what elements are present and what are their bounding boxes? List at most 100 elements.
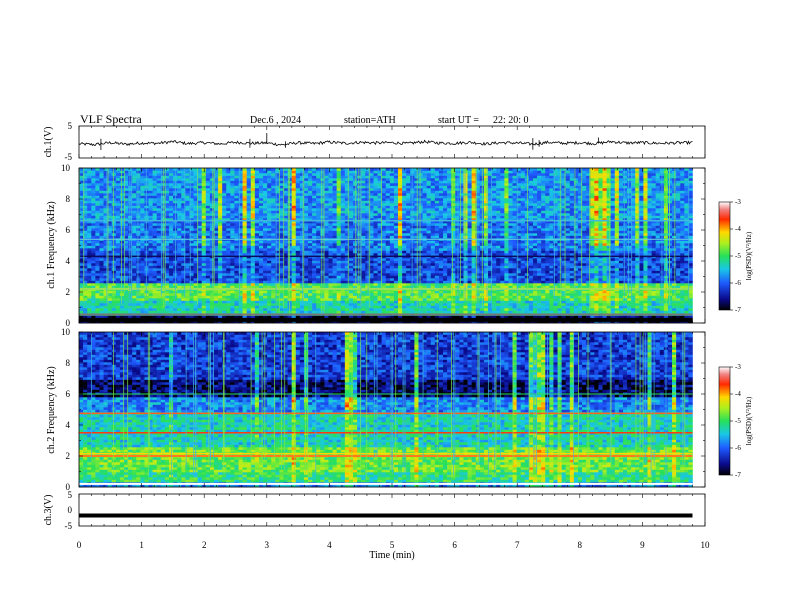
spectrogram-cell (586, 305, 591, 309)
spectrogram-cell (541, 270, 546, 274)
spectrogram-cell (267, 273, 272, 276)
spectrogram-cell (328, 245, 333, 249)
spectrogram-cell (426, 268, 432, 271)
spectrogram-cell (140, 315, 145, 319)
spectrogram-cell (213, 263, 219, 266)
spectrogram-cell (532, 270, 538, 274)
spectrogram-cell (111, 260, 117, 264)
spectrogram-cell (586, 298, 591, 301)
spectrogram-cell (316, 268, 321, 271)
spectrogram-cell (541, 280, 546, 284)
spectrogram-cell (602, 275, 607, 279)
spectrogram-cell (353, 278, 358, 281)
spectrogram-cell (119, 240, 125, 244)
spectrogram-cell (328, 260, 333, 264)
spectrogram-cell (582, 298, 587, 301)
spectrogram-cell (406, 295, 411, 299)
spectrogram-cell (123, 280, 129, 284)
spectrogram-cell (324, 285, 329, 289)
spectrogram-cell (463, 310, 468, 314)
spectrogram-cell (524, 315, 530, 319)
spectrogram-cell (586, 285, 591, 289)
spectrogram-cell (688, 308, 693, 311)
spectrogram-cell (213, 243, 219, 246)
spectrogram-cell (242, 300, 247, 304)
spectrogram-cell (234, 275, 239, 279)
spectrogram-cell (152, 283, 158, 286)
spectrogram-cell (483, 243, 489, 246)
spectrogram-cell (312, 308, 317, 311)
spectrogram-cell (512, 298, 517, 301)
spectrogram-cell (438, 295, 444, 299)
spectrogram-cell (205, 258, 211, 261)
spectrogram-cell (177, 243, 182, 246)
spectrogram-cell (132, 303, 137, 306)
spectrogram-cell (430, 285, 436, 289)
spectrogram-cell (389, 263, 395, 266)
spectrogram-cell (107, 258, 113, 261)
spectrogram-cell (610, 273, 616, 276)
spectrogram-cell (618, 258, 624, 261)
spectrogram-cell (655, 258, 661, 261)
spectrogram-cell (614, 315, 620, 319)
spectrogram-cell (152, 253, 158, 256)
spectrogram-cell (279, 278, 284, 281)
spectrogram-cell (258, 293, 264, 296)
spectrogram-cell (181, 265, 186, 269)
spectrogram-cell (148, 310, 153, 314)
spectrogram-cell (83, 283, 88, 286)
spectrogram-cell (340, 303, 346, 306)
spectrogram-cell (250, 273, 256, 276)
spectrogram-cell (483, 265, 489, 269)
spectrogram-cell (275, 275, 280, 279)
spectrogram-cell (451, 265, 456, 269)
spectrogram-cell (680, 263, 685, 266)
spectrogram-cell (218, 295, 223, 299)
spectrogram-cell (676, 273, 681, 276)
spectrogram-cell (504, 303, 509, 306)
spectrogram-cell (308, 245, 313, 249)
spectrogram-cell (557, 250, 562, 254)
spectrogram-cell (492, 315, 497, 319)
spectrogram-cell (332, 315, 337, 319)
spectrogram-cell (561, 315, 566, 319)
spectrogram-cell (79, 270, 84, 274)
spectrogram-cell (234, 243, 239, 246)
spectrogram-cell (553, 283, 558, 286)
spectrogram-cell (504, 280, 509, 284)
spectrogram-cell (340, 268, 346, 271)
spectrogram-cell (504, 283, 509, 286)
spectrogram-cell (389, 275, 395, 279)
spectrogram-cell (618, 295, 624, 299)
spectrogram-cell (308, 290, 313, 294)
spectrogram-cell (103, 258, 108, 261)
spectrogram-cell (238, 245, 243, 249)
spectrogram-cell (667, 280, 673, 284)
spectrogram-cell (647, 278, 652, 281)
spectrogram-cell (680, 300, 685, 304)
spectrogram-cell (189, 280, 194, 284)
spectrogram-cell (373, 240, 378, 244)
spectrogram-cell (279, 268, 284, 271)
spectrogram-cell (447, 248, 452, 251)
spectrogram-cell (602, 253, 607, 256)
spectrogram-cell (680, 275, 685, 279)
spectrogram-cell (107, 305, 113, 309)
spectrogram-cell (193, 263, 198, 266)
spectrogram-cell (434, 250, 440, 254)
spectrogram-cell (242, 273, 247, 276)
spectrogram-cell (344, 285, 350, 289)
spectrogram-cell (537, 315, 542, 319)
spectrogram-cell (246, 250, 252, 254)
spectrogram-cell (193, 243, 198, 246)
spectrogram-cell (242, 248, 247, 251)
spectrogram-cell (87, 253, 92, 256)
spectrogram-cell (308, 275, 313, 279)
spectrogram-cell (332, 278, 337, 281)
spectrogram-cell (463, 298, 468, 301)
spectrogram-cell (324, 315, 329, 319)
spectrogram-cell (99, 310, 104, 314)
spectrogram-cell (111, 290, 117, 294)
spectrogram-cell (434, 295, 440, 299)
spectrogram-cell (95, 283, 100, 286)
